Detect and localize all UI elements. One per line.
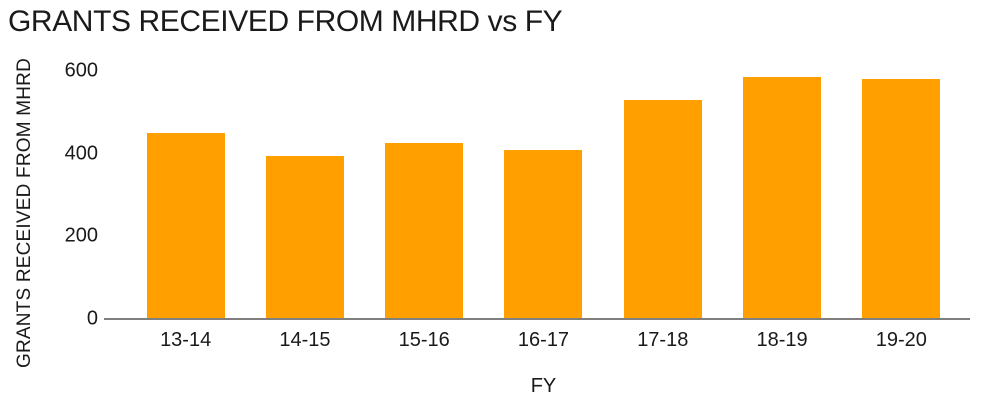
y-tick-label-0: 0 xyxy=(86,307,98,330)
bar-slot xyxy=(126,71,245,319)
bar-13-14 xyxy=(146,133,225,319)
bar-14-15 xyxy=(265,155,344,319)
y-tick-label-400: 400 xyxy=(64,142,98,165)
bar-15-16 xyxy=(385,143,464,319)
bar-16-17 xyxy=(504,149,583,319)
x-tick-label-14-15: 14-15 xyxy=(279,329,331,351)
y-tick-label-200: 200 xyxy=(64,224,98,247)
bar-19-20 xyxy=(862,79,941,319)
x-tick-label-17-18: 17-18 xyxy=(637,329,689,351)
bar-slot xyxy=(484,71,603,319)
bar-slot xyxy=(365,71,484,319)
x-tick-label-16-17: 16-17 xyxy=(517,329,570,351)
x-axis-title: FY xyxy=(530,375,557,397)
bar-slot xyxy=(842,71,961,319)
y-axis-ticks: 0 200 400 600 xyxy=(0,60,98,330)
x-tick-label-19-20: 19-20 xyxy=(875,329,927,351)
bar-slot xyxy=(722,71,841,319)
bar-slot xyxy=(245,71,364,319)
plot-area xyxy=(126,71,961,319)
y-tick-label-600: 600 xyxy=(64,59,98,82)
bar-17-18 xyxy=(623,99,702,319)
chart-title: GRANTS RECEIVED FROM MHRD vs FY xyxy=(8,5,563,38)
x-tick-label-15-16: 15-16 xyxy=(398,329,450,351)
bar-slot xyxy=(603,71,722,319)
x-axis-line xyxy=(104,318,970,320)
bar-18-19 xyxy=(743,77,822,319)
x-axis-labels: 13-14 14-15 15-16 16-17 17-18 18-19 19-20 xyxy=(126,329,961,352)
x-tick-label-18-19: 18-19 xyxy=(756,329,808,351)
x-tick-label-13-14: 13-14 xyxy=(160,329,212,351)
